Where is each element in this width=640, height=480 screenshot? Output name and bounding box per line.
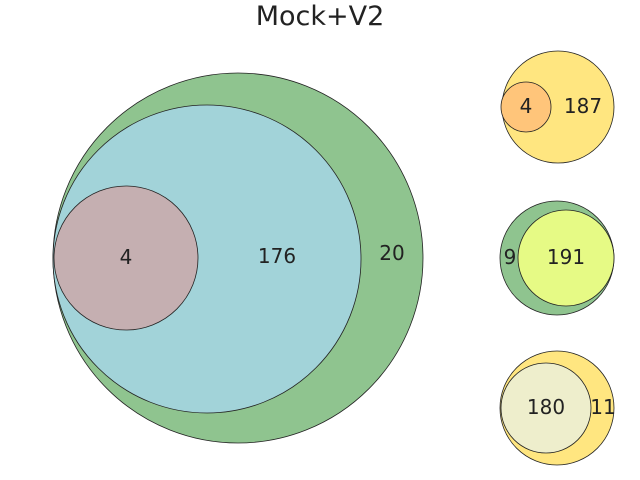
inner-mauve-set: [53, 185, 199, 331]
figure-title: Mock+V2: [255, 1, 385, 32]
small3-outer-label: 11: [590, 395, 615, 419]
small3-cream-set: [500, 362, 592, 454]
inner-count-label: 4: [120, 245, 133, 269]
small-venn-2: 9 191: [499, 200, 615, 316]
small-venn-3: 180 11: [499, 350, 616, 466]
small1-orange-set: [500, 81, 552, 133]
small3-inner-label: 180: [527, 395, 565, 419]
middle-count-label: 176: [258, 244, 296, 268]
main-venn: 4 176 20: [52, 72, 424, 444]
small1-inner-label: 4: [520, 94, 533, 118]
small2-inner-label: 191: [547, 245, 585, 269]
middle-teal-set: [52, 104, 362, 414]
small1-outer-label: 187: [564, 94, 602, 118]
small-venn-1: 4 187: [500, 50, 615, 164]
small2-lime-set: [517, 209, 615, 307]
outer-count-label: 20: [379, 241, 404, 265]
small2-outer-label: 9: [504, 245, 517, 269]
